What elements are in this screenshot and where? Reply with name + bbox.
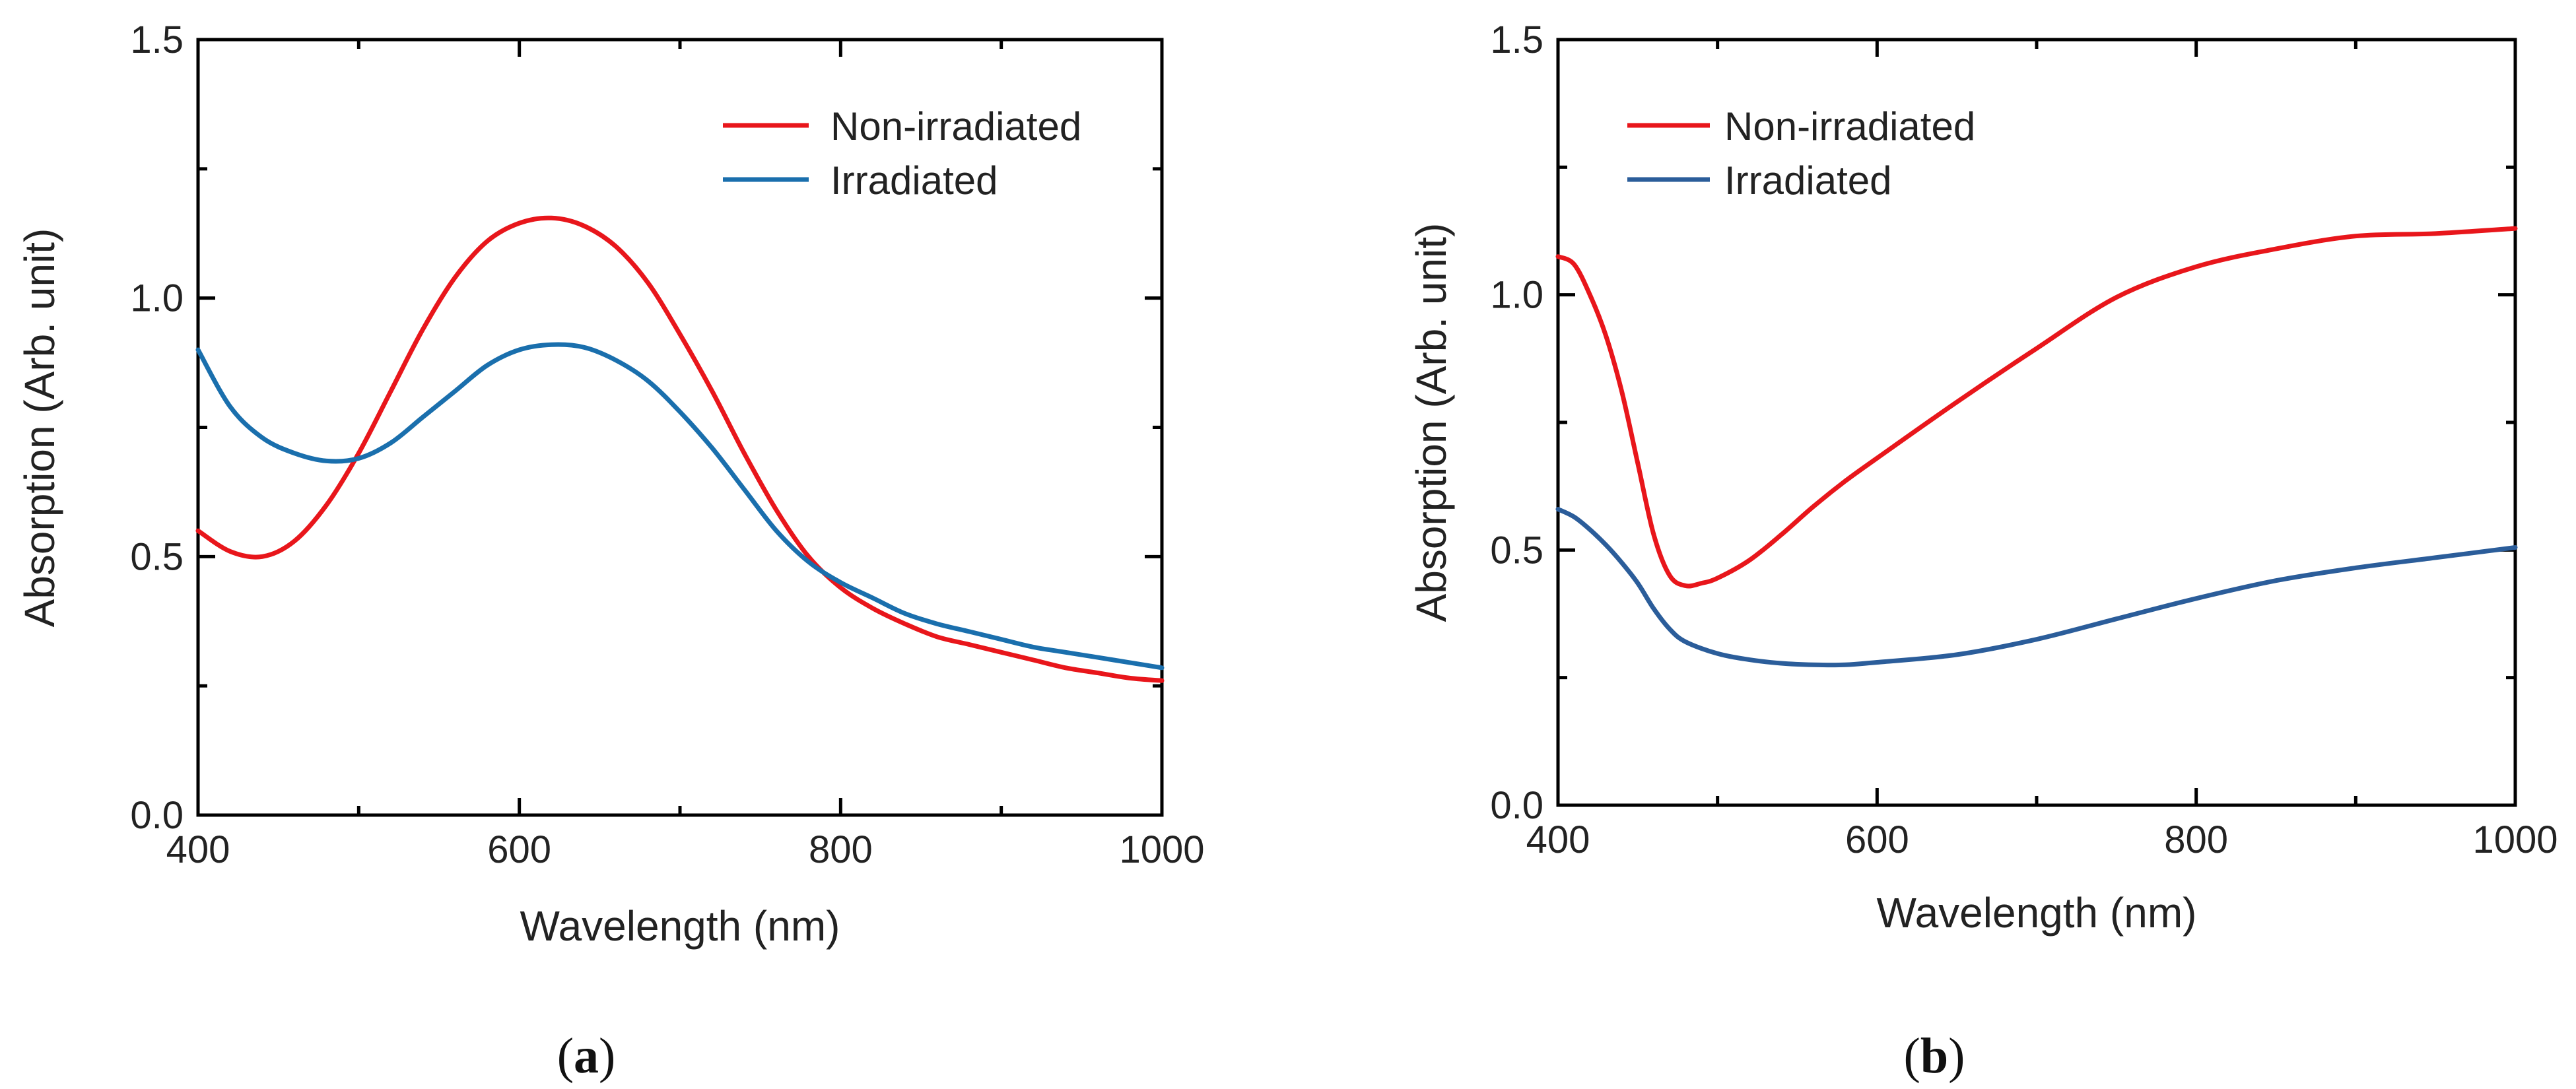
- legend-label-irradiated-b: Irradiated: [1724, 158, 1891, 203]
- y-tick-label-b: 0.5: [1490, 529, 1543, 572]
- chart-panel-b: 400 600 800 1000 0.0 0.5 1.0 1.5 Wavelength (n…: [1407, 18, 2558, 1084]
- series-group-a: [195, 215, 1165, 683]
- y-tick-label-a: 0.5: [130, 535, 184, 578]
- x-tick-label-a: 800: [809, 828, 873, 871]
- series-group-b: [1555, 226, 2518, 668]
- x-tick-label-b: 800: [2164, 818, 2228, 861]
- y-ticks-a: 0.0 0.5 1.0 1.5: [130, 18, 1162, 837]
- y-axis-title-b: Absorption (Arb. unit): [1407, 223, 1455, 622]
- y-axis-title-a: Absorption (Arb. unit): [16, 228, 63, 628]
- y-ticks-b: 0.0 0.5 1.0 1.5: [1490, 18, 2515, 827]
- x-tick-label-a: 600: [487, 828, 551, 871]
- legend-b: Non-irradiated Irradiated: [1627, 104, 1975, 203]
- x-axis-title-a: Wavelength (nm): [520, 902, 840, 950]
- x-tick-label-b: 600: [1845, 818, 1909, 861]
- y-tick-label-a: 0.0: [130, 794, 184, 837]
- plot-frame-a: [196, 38, 1164, 817]
- x-axis-title-b: Wavelength (nm): [1877, 889, 2197, 937]
- y-tick-label-a: 1.5: [130, 18, 184, 61]
- legend-label-non-irradiated-b: Non-irradiated: [1724, 104, 1975, 148]
- y-tick-label-a: 1.0: [130, 277, 184, 320]
- y-tick-label-b: 1.0: [1490, 274, 1543, 317]
- y-tick-label-b: 1.5: [1490, 18, 1543, 61]
- series-line-irradiated-a: [195, 342, 1165, 671]
- series-line-non-irradiated-a: [195, 215, 1165, 683]
- plot-frame-b: [1556, 38, 2517, 807]
- series-line-non-irradiated-b: [1555, 226, 2518, 589]
- legend-a: Non-irradiated Irradiated: [723, 104, 1081, 203]
- x-tick-label-a: 400: [166, 828, 230, 871]
- legend-label-non-irradiated-a: Non-irradiated: [830, 104, 1081, 148]
- y-tick-label-b: 0.0: [1490, 784, 1543, 827]
- x-ticks-b: 400 600 800 1000: [1526, 40, 2558, 861]
- x-tick-label-b: 1000: [2472, 818, 2558, 861]
- panel-label-a: (a): [557, 1028, 616, 1084]
- x-tick-label-b: 400: [1526, 818, 1590, 861]
- series-line-irradiated-b: [1555, 507, 2518, 668]
- panel-label-b: (b): [1904, 1028, 1965, 1084]
- x-ticks-a: 400 600 800 1000: [166, 40, 1205, 871]
- x-tick-label-a: 1000: [1119, 828, 1204, 871]
- legend-label-irradiated-a: Irradiated: [830, 158, 998, 203]
- chart-panel-a: 400 600 800 1000 0.0 0.5 1.0 1.5 Wavelength (n…: [16, 18, 1205, 1084]
